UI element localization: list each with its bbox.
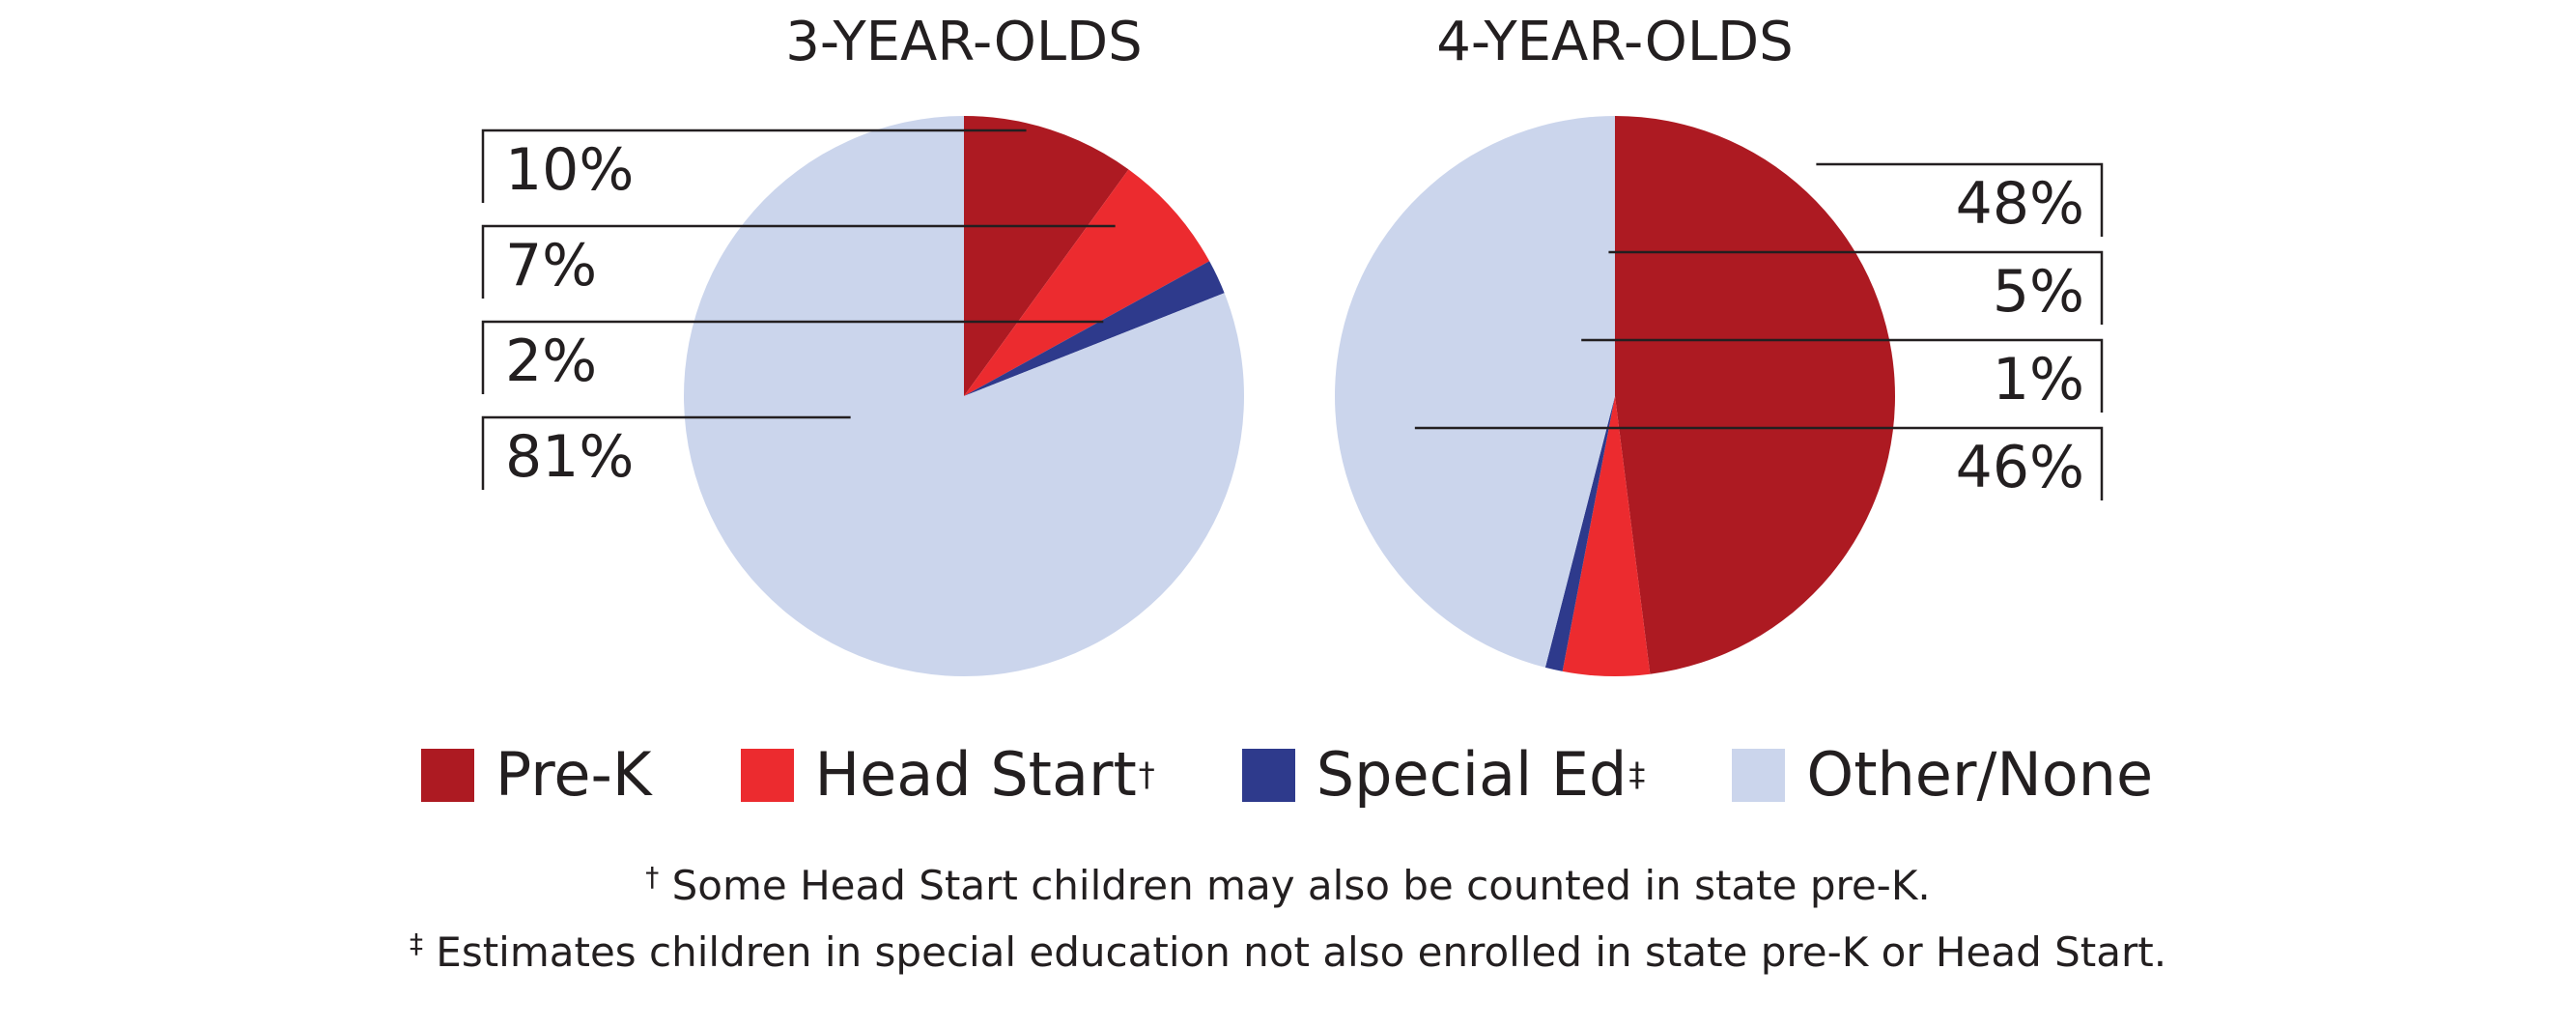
chart-title-2: 4-YEAR-OLDS <box>1436 11 1793 73</box>
pie-slice-pre-k-2 <box>1615 116 1896 674</box>
legend: Pre-K Head Start † Special Ed ‡ Other/None <box>0 736 2576 813</box>
data-label-head-start-2: 5% <box>1993 258 2084 326</box>
legend-swatch-head-start <box>740 748 794 802</box>
legend-label-pre-k: Pre-K <box>495 739 652 810</box>
legend-label-special-ed: Special Ed <box>1316 739 1628 810</box>
leader-line-other-none-1 <box>481 415 851 490</box>
legend-item-head-start: Head Start † <box>740 739 1155 810</box>
legend-label-other-none: Other/None <box>1806 739 2154 810</box>
pie-slice-head-start-1 <box>964 169 1210 396</box>
legend-mark-special-ed: ‡ <box>1628 756 1646 794</box>
legend-swatch-other-none <box>1732 748 1786 802</box>
pie-slice-special-ed-2 <box>1544 396 1615 671</box>
chart-title-1: 3-YEAR-OLDS <box>785 11 1142 73</box>
leader-line-special-ed-2 <box>1581 338 2104 413</box>
data-label-other-none-1: 81% <box>505 423 634 491</box>
data-label-special-ed-1: 2% <box>505 328 597 395</box>
pie-chart-2: 4-YEAR-OLDS 48% 5% 1% 46% <box>1335 11 2104 676</box>
data-label-special-ed-2: 1% <box>1993 346 2084 414</box>
data-label-pre-k-1: 10% <box>505 136 634 204</box>
pie-slice-other-none-2 <box>1335 116 1615 668</box>
legend-item-special-ed: Special Ed ‡ <box>1241 739 1646 810</box>
pie-slice-pre-k-1 <box>964 116 1129 396</box>
leader-line-special-ed-1 <box>481 320 1104 394</box>
pie-slice-head-start-2 <box>1562 396 1651 676</box>
legend-mark-head-start: † <box>1138 756 1155 794</box>
footnotes: † Some Head Start children may also be c… <box>0 848 2576 982</box>
footnote-mark-dagger: † <box>645 861 660 893</box>
leader-line-other-none-2 <box>1414 426 2104 500</box>
pie-slice-other-none-1 <box>684 116 1244 676</box>
footnote-mark-double-dagger: ‡ <box>409 927 423 959</box>
data-label-head-start-1: 7% <box>505 232 597 300</box>
leader-line-pre-k-1 <box>481 128 1027 203</box>
footnote-text-special-ed: Estimates children in special education … <box>422 928 2167 976</box>
leader-line-head-start-2 <box>1608 250 2104 325</box>
footnote-head-start: † Some Head Start children may also be c… <box>0 848 2576 915</box>
legend-swatch-special-ed <box>1241 748 1295 802</box>
legend-label-head-start: Head Start <box>814 739 1137 810</box>
pie-slice-special-ed-1 <box>964 261 1225 396</box>
data-label-other-none-2: 46% <box>1956 434 2084 501</box>
legend-swatch-pre-k <box>420 748 474 802</box>
leader-line-pre-k-2 <box>1816 162 2104 237</box>
leader-line-head-start-1 <box>481 224 1116 299</box>
data-label-pre-k-2: 48% <box>1956 170 2084 238</box>
legend-item-pre-k: Pre-K <box>420 739 654 810</box>
footnote-special-ed: ‡ Estimates children in special educatio… <box>0 915 2576 982</box>
legend-item-other-none: Other/None <box>1732 745 2155 805</box>
pie-chart-1: 3-YEAR-OLDS 10% 7% 2% 81% <box>481 11 1244 676</box>
footnote-text-head-start: Some Head Start children may also be cou… <box>659 862 1931 909</box>
